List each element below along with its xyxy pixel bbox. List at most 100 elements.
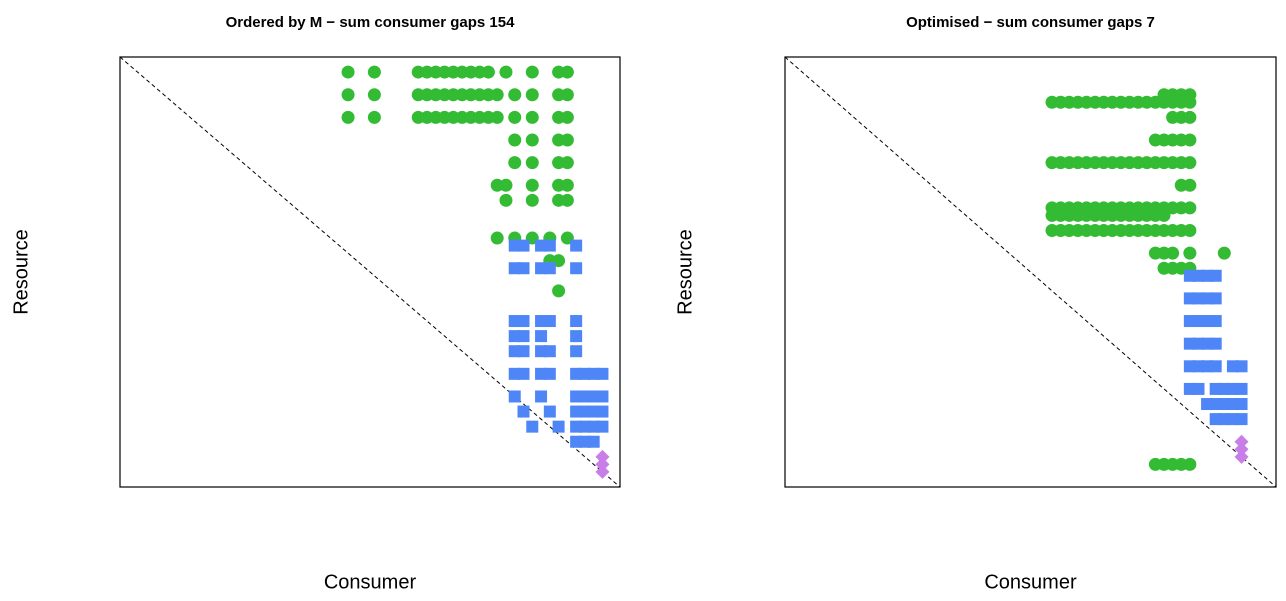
circle-point bbox=[1217, 246, 1231, 260]
square-point bbox=[552, 420, 565, 433]
circle-point bbox=[560, 110, 574, 124]
square-point bbox=[508, 239, 521, 252]
square-point bbox=[508, 330, 521, 343]
circle-point bbox=[1183, 133, 1197, 147]
circle-point bbox=[1183, 224, 1197, 238]
square-point bbox=[543, 405, 556, 418]
circle-point bbox=[490, 231, 504, 245]
circle-point bbox=[341, 88, 355, 102]
square-point bbox=[596, 390, 609, 403]
circle-point bbox=[525, 156, 539, 170]
square-point bbox=[535, 330, 548, 343]
circle-point bbox=[508, 133, 522, 147]
circle-point bbox=[560, 193, 574, 207]
square-point bbox=[1235, 398, 1248, 411]
panel: Ordered by M − sum consumer gaps 154 Cons… bbox=[10, 14, 621, 593]
square-point bbox=[543, 315, 556, 328]
square-point bbox=[570, 239, 583, 252]
circle-point bbox=[499, 65, 513, 79]
diamond-point bbox=[595, 457, 610, 472]
circle-point bbox=[560, 88, 574, 102]
square-point bbox=[517, 405, 530, 418]
circle-point bbox=[341, 110, 355, 124]
circle-point bbox=[1183, 178, 1197, 192]
square-point bbox=[535, 390, 548, 403]
square-point bbox=[543, 262, 556, 275]
circle-point bbox=[1183, 457, 1197, 471]
square-point bbox=[508, 345, 521, 358]
square-point bbox=[1209, 337, 1222, 350]
circle-point bbox=[1157, 208, 1171, 222]
square-point bbox=[596, 405, 609, 418]
circle-point bbox=[525, 133, 539, 147]
chart-title: Optimised − sum consumer gaps 7 bbox=[906, 14, 1155, 31]
square-point bbox=[508, 390, 521, 403]
circle-point bbox=[560, 133, 574, 147]
square-point bbox=[517, 367, 530, 380]
square-point bbox=[517, 239, 530, 252]
square-point bbox=[570, 315, 583, 328]
square-point bbox=[587, 435, 600, 448]
square-point bbox=[517, 262, 530, 275]
square-point bbox=[1235, 382, 1248, 395]
x-axis-label: Consumer bbox=[984, 571, 1077, 593]
square-point bbox=[1209, 360, 1222, 373]
square-point bbox=[508, 262, 521, 275]
circle-point bbox=[525, 110, 539, 124]
diagonal bbox=[120, 57, 620, 487]
circle-point bbox=[525, 178, 539, 192]
circle-point bbox=[525, 193, 539, 207]
panel: Optimised − sum consumer gaps 7 Consumer R… bbox=[674, 14, 1277, 593]
circle-point bbox=[552, 284, 566, 298]
plot-area bbox=[120, 57, 620, 487]
square-point bbox=[570, 262, 583, 275]
square-point bbox=[517, 315, 530, 328]
square-point bbox=[517, 330, 530, 343]
circle-point bbox=[1183, 156, 1197, 170]
square-point bbox=[543, 239, 556, 252]
diamond-point bbox=[595, 464, 610, 479]
circle-point bbox=[560, 65, 574, 79]
circle-point bbox=[1183, 246, 1197, 260]
circle-point bbox=[508, 156, 522, 170]
y-axis-label: Resource bbox=[674, 229, 696, 315]
diamond-point bbox=[595, 449, 610, 464]
x-axis-label: Consumer bbox=[324, 571, 417, 593]
plot-frame bbox=[784, 56, 1277, 488]
square-point bbox=[1209, 292, 1222, 305]
square-point bbox=[517, 345, 530, 358]
circle-point bbox=[341, 65, 355, 79]
square-point bbox=[543, 345, 556, 358]
circle-point bbox=[367, 65, 381, 79]
circle-point bbox=[367, 88, 381, 102]
square-point bbox=[508, 315, 521, 328]
circle-point bbox=[490, 88, 504, 102]
circle-point bbox=[499, 193, 513, 207]
square-point bbox=[570, 345, 583, 358]
square-point bbox=[1209, 315, 1222, 328]
circle-point bbox=[508, 88, 522, 102]
circle-point bbox=[490, 110, 504, 124]
square-point bbox=[1192, 382, 1205, 395]
square-point bbox=[596, 420, 609, 433]
square-point bbox=[543, 367, 556, 380]
circle-point bbox=[367, 110, 381, 124]
square-point bbox=[570, 330, 583, 343]
circle-point bbox=[1183, 201, 1197, 215]
diagonal bbox=[785, 57, 1276, 487]
square-point bbox=[508, 367, 521, 380]
square-point bbox=[526, 420, 539, 433]
y-axis-label: Resource bbox=[10, 229, 32, 315]
circle-point bbox=[560, 156, 574, 170]
circle-point bbox=[499, 178, 513, 192]
circle-point bbox=[1183, 95, 1197, 109]
square-point bbox=[1235, 413, 1248, 426]
plot-frame bbox=[119, 56, 621, 488]
circle-point bbox=[1166, 246, 1180, 260]
square-point bbox=[1235, 360, 1248, 373]
square-point bbox=[1209, 269, 1222, 282]
circle-point bbox=[560, 178, 574, 192]
circle-point bbox=[525, 88, 539, 102]
square-point bbox=[596, 367, 609, 380]
circle-point bbox=[1183, 110, 1197, 124]
